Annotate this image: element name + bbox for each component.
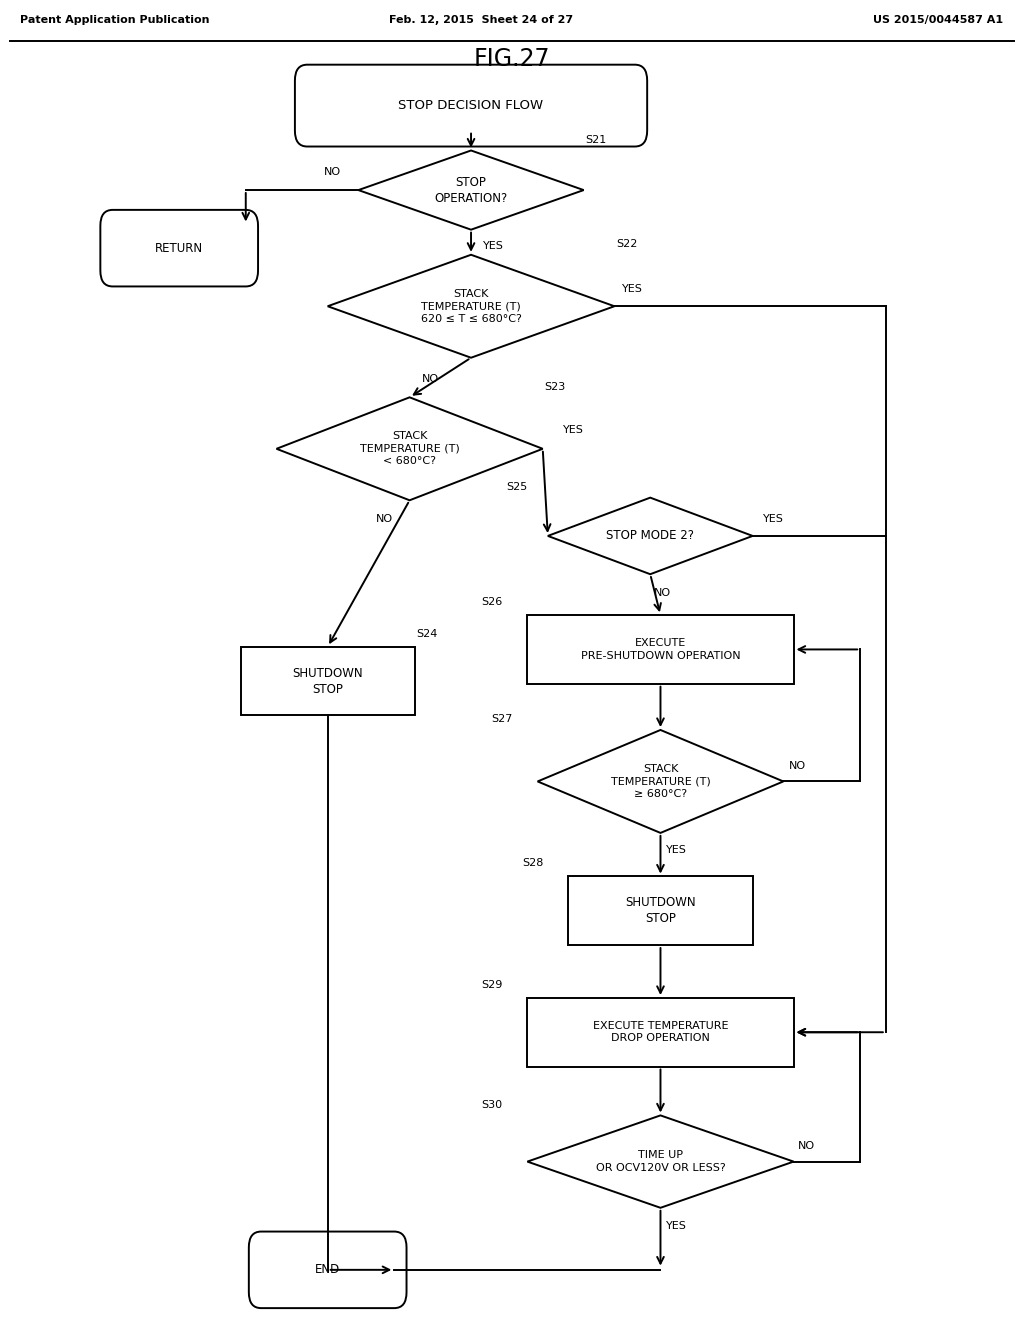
Text: EXECUTE TEMPERATURE
DROP OPERATION: EXECUTE TEMPERATURE DROP OPERATION [593, 1022, 728, 1043]
Text: S21: S21 [586, 135, 606, 145]
Text: YES: YES [667, 845, 687, 855]
Text: S30: S30 [481, 1100, 502, 1110]
Polygon shape [527, 1115, 794, 1208]
Text: S24: S24 [417, 628, 437, 639]
Text: FIG.27: FIG.27 [474, 48, 550, 71]
Bar [568, 876, 753, 945]
Text: EXECUTE
PRE-SHUTDOWN OPERATION: EXECUTE PRE-SHUTDOWN OPERATION [581, 639, 740, 660]
Text: YES: YES [563, 425, 584, 436]
Polygon shape [328, 255, 614, 358]
Text: S25: S25 [507, 482, 527, 492]
Text: S22: S22 [616, 239, 637, 249]
Text: SHUTDOWN
STOP: SHUTDOWN STOP [626, 896, 695, 925]
Text: S27: S27 [492, 714, 512, 725]
Text: NO: NO [654, 587, 671, 598]
Text: Feb. 12, 2015  Sheet 24 of 27: Feb. 12, 2015 Sheet 24 of 27 [389, 15, 573, 25]
Text: NO: NO [376, 513, 392, 524]
Text: SHUTDOWN
STOP: SHUTDOWN STOP [293, 667, 362, 696]
Polygon shape [276, 397, 543, 500]
Bar [527, 998, 794, 1067]
Text: NO: NO [790, 760, 806, 771]
Text: NO: NO [325, 166, 341, 177]
Text: YES: YES [667, 1221, 687, 1232]
Text: US 2015/0044587 A1: US 2015/0044587 A1 [873, 15, 1004, 25]
Text: NO: NO [422, 374, 438, 384]
Text: STACK
TEMPERATURE (T)
≥ 680°C?: STACK TEMPERATURE (T) ≥ 680°C? [610, 764, 711, 799]
Text: S28: S28 [522, 858, 543, 869]
Bar [527, 615, 794, 684]
Text: S26: S26 [481, 597, 502, 607]
Text: STACK
TEMPERATURE (T)
620 ≤ T ≤ 680°C?: STACK TEMPERATURE (T) 620 ≤ T ≤ 680°C? [421, 289, 521, 323]
Text: END: END [315, 1263, 340, 1276]
Text: Patent Application Publication: Patent Application Publication [20, 15, 210, 25]
Polygon shape [548, 498, 753, 574]
FancyBboxPatch shape [100, 210, 258, 286]
FancyBboxPatch shape [295, 65, 647, 147]
Bar [241, 647, 415, 715]
Text: STOP
OPERATION?: STOP OPERATION? [434, 176, 508, 205]
Polygon shape [358, 150, 584, 230]
Text: NO: NO [799, 1140, 815, 1151]
Text: S23: S23 [545, 381, 565, 392]
Text: STOP MODE 2?: STOP MODE 2? [606, 529, 694, 543]
Text: YES: YES [763, 513, 783, 524]
Text: YES: YES [623, 284, 643, 294]
Text: TIME UP
OR OCV120V OR LESS?: TIME UP OR OCV120V OR LESS? [596, 1151, 725, 1172]
FancyBboxPatch shape [249, 1232, 407, 1308]
Text: STOP DECISION FLOW: STOP DECISION FLOW [398, 99, 544, 112]
Text: S29: S29 [481, 979, 502, 990]
Text: RETURN: RETURN [156, 242, 203, 255]
Text: YES: YES [483, 240, 504, 251]
Text: STACK
TEMPERATURE (T)
< 680°C?: STACK TEMPERATURE (T) < 680°C? [359, 432, 460, 466]
Polygon shape [538, 730, 783, 833]
